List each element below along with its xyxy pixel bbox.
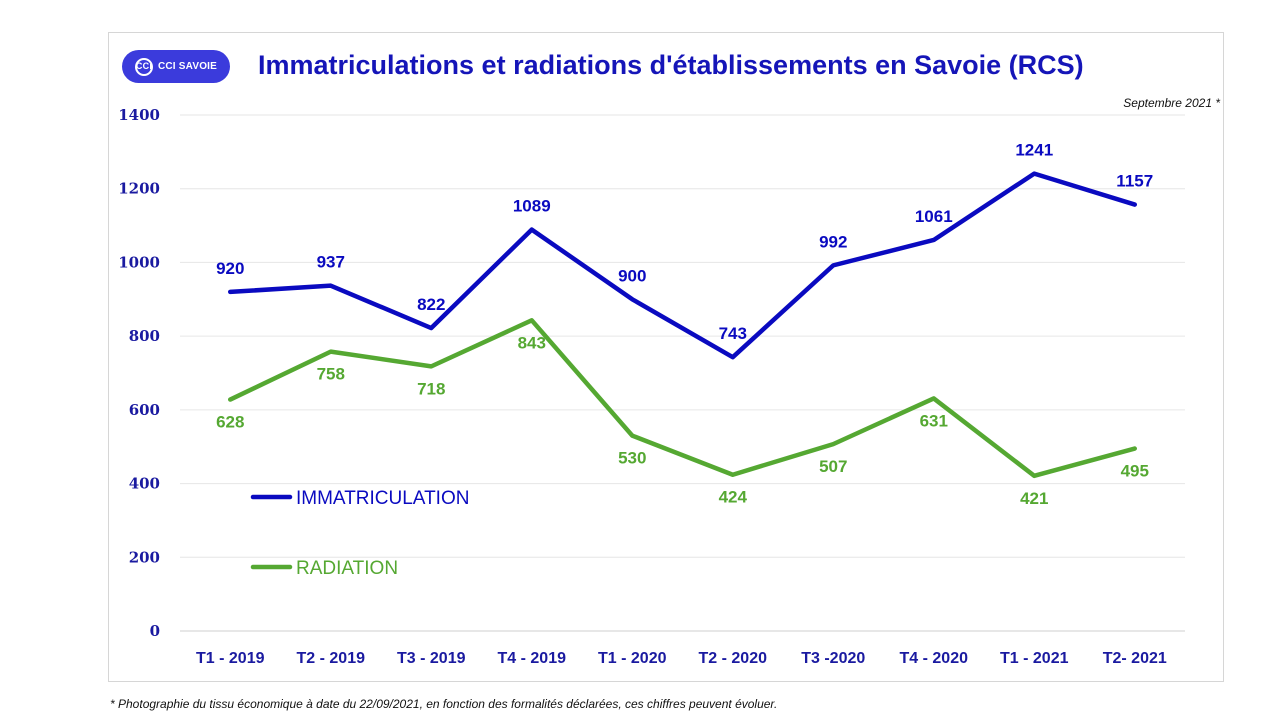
y-tick-label: 800 xyxy=(129,327,160,345)
data-label: 421 xyxy=(1020,489,1048,508)
y-tick-label: 1400 xyxy=(118,106,160,124)
data-label: 424 xyxy=(719,488,748,507)
chart-subtitle: Septembre 2021 * xyxy=(1123,96,1220,110)
data-label: 920 xyxy=(216,259,244,278)
chart-title: Immatriculations et radiations d'établis… xyxy=(258,50,1084,80)
x-tick-label: T4 - 2019 xyxy=(498,650,567,667)
y-tick-label: 1000 xyxy=(118,253,160,271)
chart-frame xyxy=(108,32,1224,682)
data-label: 631 xyxy=(920,411,948,430)
data-label: 1157 xyxy=(1116,172,1153,191)
x-tick-label: T2 - 2020 xyxy=(699,650,768,667)
series-line-radiation xyxy=(228,318,1137,479)
y-tick-label: 600 xyxy=(129,401,160,419)
x-tick-label: T3 -2020 xyxy=(801,650,865,667)
x-tick-label: T1 - 2020 xyxy=(598,650,667,667)
data-label: 495 xyxy=(1121,462,1149,481)
data-label: 718 xyxy=(417,379,445,398)
data-label: 743 xyxy=(719,324,747,343)
data-label: 1061 xyxy=(915,207,953,226)
x-tick-label: T1 - 2019 xyxy=(196,650,265,667)
x-tick-label: T4 - 2020 xyxy=(900,650,969,667)
data-label: 507 xyxy=(819,457,847,476)
y-tick-label: 200 xyxy=(129,548,160,566)
data-label: 1241 xyxy=(1015,141,1053,160)
y-tick-label: 400 xyxy=(129,475,160,493)
x-tick-label: T2 - 2019 xyxy=(297,650,366,667)
y-tick-label: 1200 xyxy=(118,180,160,198)
footnote: * Photographie du tissu économique à dat… xyxy=(110,697,778,711)
data-label: 822 xyxy=(417,295,445,314)
data-label: 843 xyxy=(518,333,546,352)
cci-logo-icon: CCi xyxy=(134,57,153,76)
data-label: 758 xyxy=(317,365,345,384)
y-tick-label: 0 xyxy=(150,622,160,640)
data-label: 628 xyxy=(216,413,244,432)
data-label: 530 xyxy=(618,449,646,468)
logo-text: CCI SAVOIE xyxy=(157,61,218,72)
legend-label: RADIATION xyxy=(296,558,398,579)
data-label: 992 xyxy=(819,232,847,251)
legend-label: IMMATRICULATION xyxy=(296,488,469,509)
cci-savoie-logo: CCi CCI SAVOIE xyxy=(122,50,230,83)
x-tick-label: T2- 2021 xyxy=(1103,650,1167,667)
data-label: 1089 xyxy=(513,197,551,216)
x-tick-label: T3 - 2019 xyxy=(397,650,466,667)
data-label: 937 xyxy=(317,253,345,272)
series-line-immatriculation xyxy=(228,171,1137,360)
data-label: 900 xyxy=(618,266,646,285)
x-tick-label: T1 - 2021 xyxy=(1000,650,1069,667)
